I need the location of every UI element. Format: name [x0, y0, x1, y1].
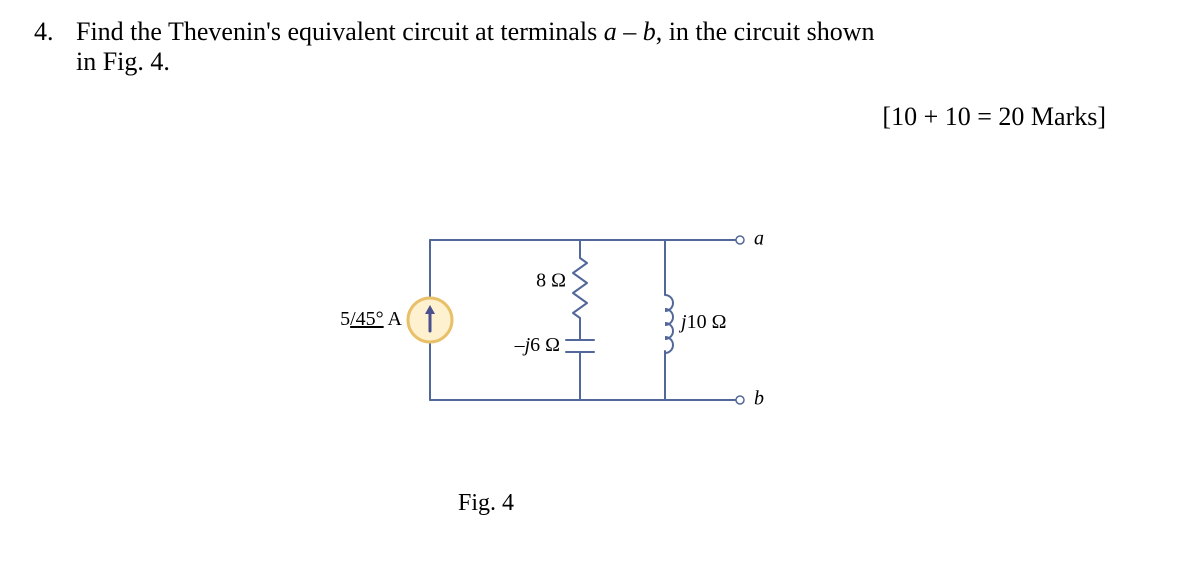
svg-text:5/45° A: 5/45° A	[340, 308, 402, 330]
svg-text:–j6 Ω: –j6 Ω	[514, 334, 560, 356]
svg-text:b: b	[754, 388, 764, 410]
figure-caption: Fig. 4	[458, 490, 514, 517]
q-line2: in Fig. 4.	[76, 47, 170, 76]
q-term-b: b	[643, 17, 656, 46]
question-number: 4.	[34, 17, 54, 47]
q-dash: –	[617, 17, 643, 46]
svg-text:j10 Ω: j10 Ω	[678, 311, 726, 333]
q-line1-post: , in the circuit shown	[656, 17, 875, 46]
circuit-svg: 5/45° A 8 Ω –j6 Ω j10 Ω a b	[310, 210, 830, 460]
q-line1-pre: Find the Thevenin's equivalent circuit a…	[76, 17, 604, 46]
marks-text: [10 + 10 = 20 Marks]	[882, 102, 1106, 132]
svg-text:a: a	[754, 228, 764, 250]
question-text: Find the Thevenin's equivalent circuit a…	[76, 17, 1136, 77]
circuit-figure: 5/45° A 8 Ω –j6 Ω j10 Ω a b	[310, 210, 830, 490]
svg-text:8 Ω: 8 Ω	[536, 270, 566, 292]
q-term-a: a	[604, 17, 617, 46]
